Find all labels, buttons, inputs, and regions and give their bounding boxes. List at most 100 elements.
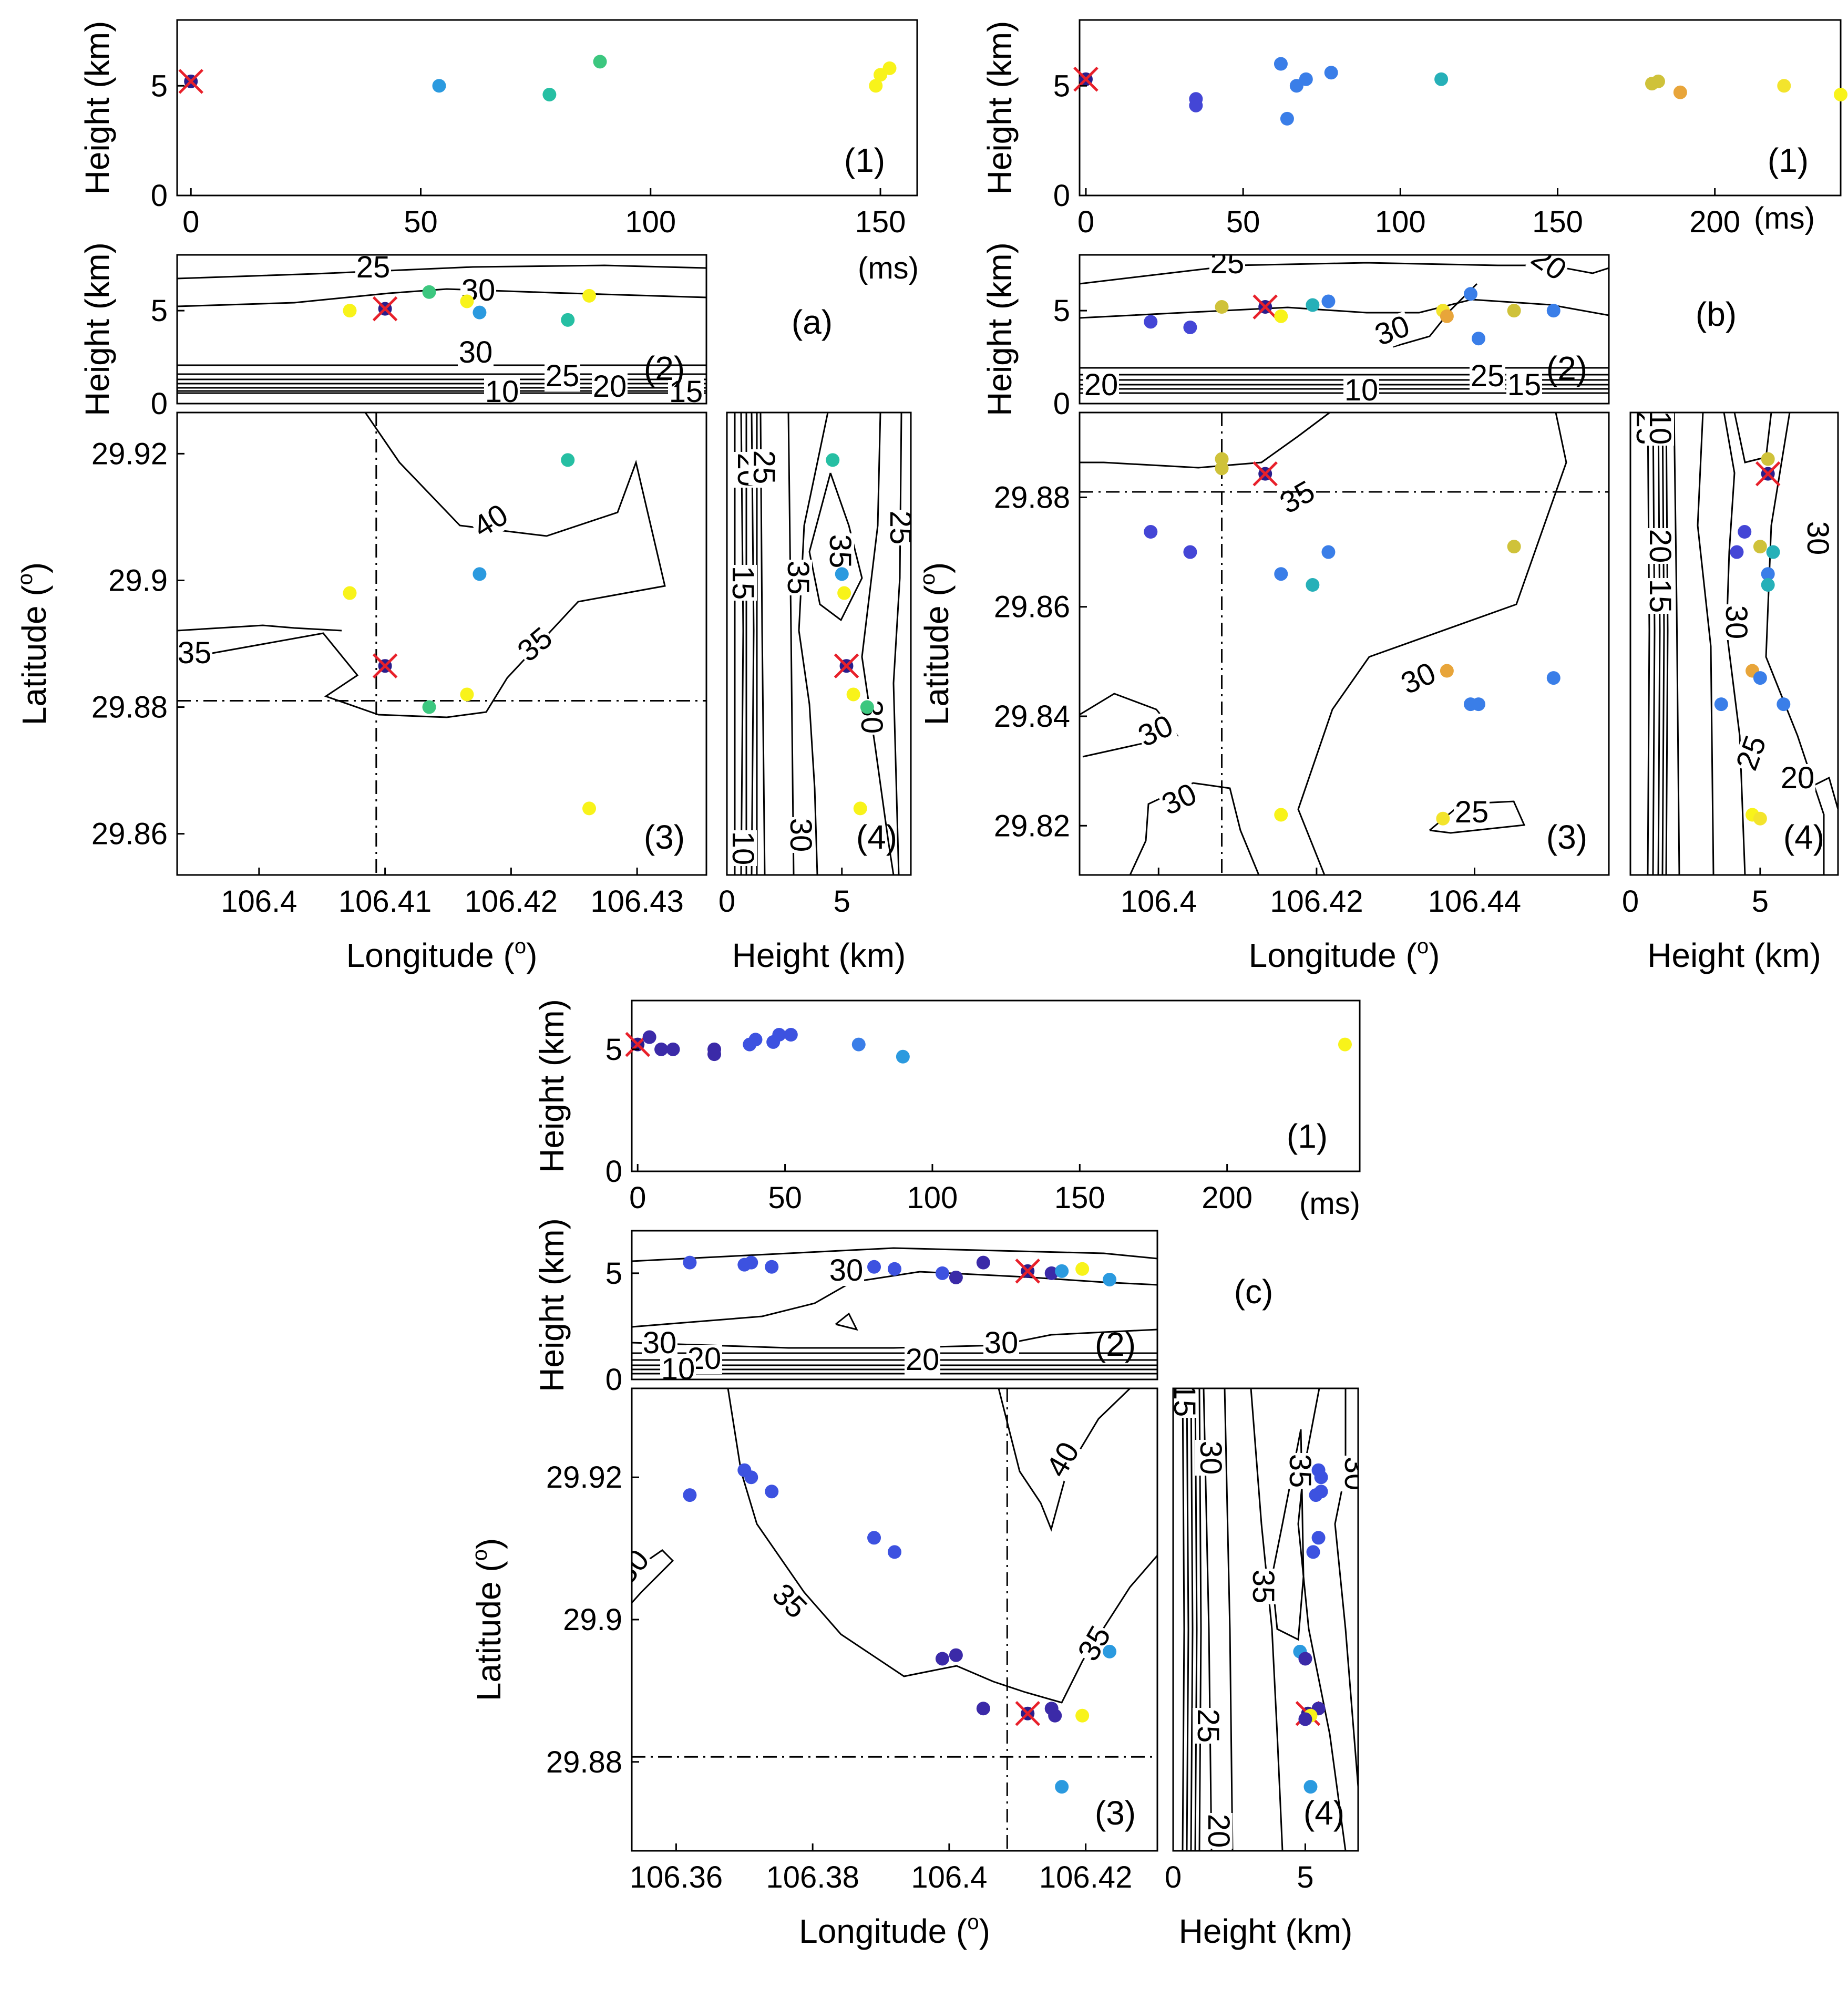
source-point (1274, 567, 1288, 581)
source-point (1075, 1262, 1090, 1276)
x-axis-unit-label: (ms) (1754, 201, 1815, 235)
contour-label: 10 (726, 831, 760, 865)
y-tick-label: 29.88 (994, 480, 1070, 514)
y-tick-label: 5 (605, 1033, 622, 1067)
source-point (765, 1260, 779, 1274)
source-point (1274, 808, 1288, 822)
contour-label-bg (1083, 371, 1119, 400)
contour-label: 30 (459, 335, 493, 369)
contour-label: 35 (1283, 1454, 1317, 1488)
source-point (1338, 1037, 1352, 1052)
x-tick-label: 0 (718, 884, 735, 919)
source-point (1440, 664, 1454, 678)
panel-height-lat: 15 30 35 30 35 25 20 0 5 Height (km) (4) (1165, 1387, 1372, 1950)
x-tick-label: 5 (1297, 1860, 1313, 1894)
contour-label: 30 (984, 1326, 1019, 1360)
contour-label: 25 (747, 450, 781, 485)
contour-label: 30 (643, 1326, 677, 1360)
source-point (1321, 294, 1336, 308)
contour-label: 35 (823, 534, 857, 569)
y-tick-label: 0 (605, 1363, 622, 1397)
x-tick-label: 50 (768, 1181, 802, 1215)
source-point (1306, 578, 1320, 592)
source-point (867, 1531, 881, 1545)
source-point (1314, 1470, 1328, 1485)
source-point (1274, 309, 1288, 323)
source-point (835, 567, 849, 581)
first-source-cross (1073, 66, 1098, 92)
source-point (784, 1028, 798, 1042)
y-tick-label: 5 (605, 1256, 622, 1291)
source-point (976, 1255, 990, 1270)
contour-label-bg (748, 449, 778, 485)
plot-frame (631, 1230, 1158, 1380)
source-point (1730, 545, 1744, 559)
source-point (860, 700, 874, 714)
source-point (826, 453, 840, 467)
x-tick-label: 50 (404, 205, 438, 239)
source-point (561, 453, 575, 467)
source-point (343, 304, 357, 318)
y-tick-label: 5 (151, 294, 168, 328)
contour-line (1297, 413, 1567, 875)
contour-label: 30 (1396, 656, 1441, 701)
source-point (422, 700, 436, 714)
contour-label-bg (1157, 779, 1202, 821)
x-axis-label: Height (km) (1179, 1912, 1353, 1950)
y-tick-label: 29.84 (994, 699, 1070, 734)
contour-label: 10 (1643, 411, 1677, 445)
contour-label: 30 (1338, 1457, 1372, 1491)
x-tick-label: 200 (1689, 205, 1740, 239)
source-point (1183, 545, 1197, 559)
source-point (896, 1049, 910, 1064)
panel-label: (3) (1095, 1794, 1136, 1832)
source-point (949, 1270, 963, 1284)
contour-line (1765, 413, 1825, 875)
y-tick-label: 0 (1053, 387, 1070, 421)
contour-label-bg (177, 639, 212, 668)
source-point (460, 687, 474, 702)
contour-label-bg (1780, 764, 1815, 794)
source-point (772, 1028, 786, 1042)
contour-label-bg (727, 565, 757, 601)
y-tick-label: 29.92 (546, 1460, 622, 1495)
contour-label-bg (1645, 578, 1674, 614)
contour-label: 40 (467, 497, 514, 544)
x-tick-label: 0 (1077, 205, 1094, 239)
contour-group: 2510201530302520 (1630, 411, 1838, 875)
y-axis-label: Height (km) (981, 21, 1019, 195)
y-tick-label: 5 (1053, 69, 1070, 103)
contour-line (1652, 413, 1656, 875)
contour-label: 30 (1133, 708, 1178, 754)
contour-label-bg (1645, 413, 1674, 446)
x-tick-label: 100 (625, 205, 676, 239)
contour-line (1182, 1388, 1185, 1851)
x-axis-label: Height (km) (732, 936, 906, 974)
contour-line (787, 413, 795, 875)
source-point (744, 1470, 758, 1485)
contour-label: 30 (1194, 1441, 1228, 1475)
contour-line (1080, 262, 1609, 285)
contour-label-bg (828, 1256, 864, 1286)
source-point (1055, 1780, 1069, 1794)
first-source-cross (1015, 1259, 1041, 1284)
plot-frame (176, 411, 707, 876)
source-point (748, 1033, 763, 1047)
source-point (1144, 315, 1158, 329)
x-tick-label: 0 (182, 205, 199, 239)
x-tick-label: 50 (1226, 205, 1260, 239)
x-tick-label: 0 (1622, 884, 1639, 919)
y-tick-label: 5 (1053, 294, 1070, 328)
flash-label: (b) (1696, 295, 1737, 333)
contour-label-bg (1396, 658, 1441, 700)
source-point (666, 1042, 680, 1056)
contour-group: 15 30 35 30 35 25 20 (1173, 1388, 1372, 1851)
contour-label-bg (484, 378, 520, 404)
source-point (1761, 567, 1775, 581)
contour-label: 35 (1246, 1570, 1280, 1604)
source-point (1761, 578, 1775, 592)
